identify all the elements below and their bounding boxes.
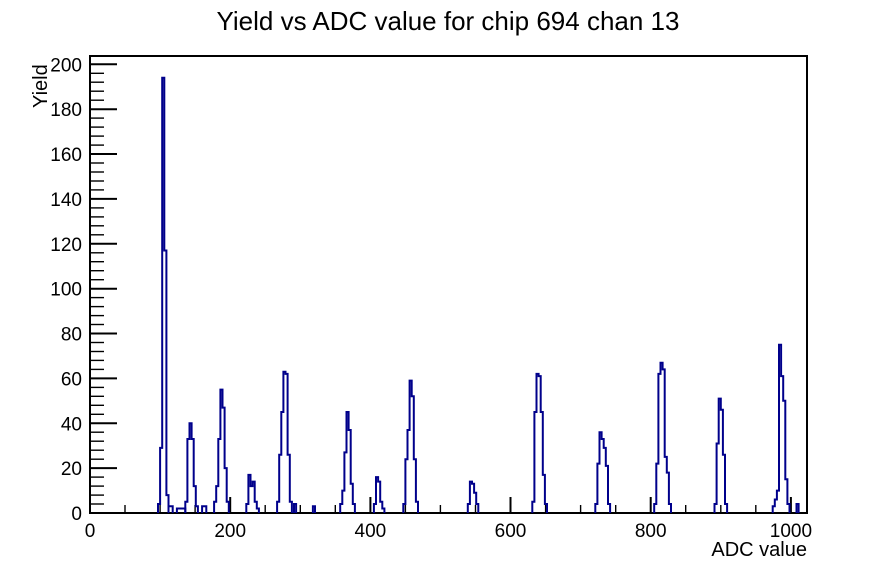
histogram-cluster — [402, 379, 419, 513]
plot-frame — [89, 55, 808, 514]
histogram-cluster — [531, 372, 548, 513]
histogram-cluster — [771, 343, 791, 513]
y-tick-label: 140 — [50, 190, 82, 211]
x-tick-label: 400 — [355, 521, 387, 542]
chart-title: Yield vs ADC value for chip 694 chan 13 — [216, 6, 680, 36]
histogram-cluster — [157, 76, 170, 513]
histogram-cluster — [594, 431, 612, 513]
y-axis-title: Yield — [30, 64, 52, 108]
histogram-cluster — [184, 422, 199, 513]
histogram-cluster — [201, 505, 208, 513]
histogram-cluster — [167, 505, 174, 513]
x-tick-label: 600 — [495, 521, 527, 542]
histogram-cluster — [293, 503, 298, 513]
x-tick-label: 800 — [635, 521, 667, 542]
x-tick-label: 0 — [85, 521, 96, 542]
y-tick-label: 20 — [61, 459, 82, 480]
y-tick-label: 100 — [50, 280, 82, 301]
x-axis-title: ADC value — [711, 539, 807, 561]
y-tick-label: 60 — [61, 369, 82, 390]
histogram-cluster — [245, 473, 260, 513]
x-tick-label: 1000 — [770, 521, 812, 542]
histogram-cluster — [311, 505, 316, 513]
y-tick-label: 120 — [50, 235, 82, 256]
histogram-cluster — [795, 503, 800, 513]
y-tick-label: 180 — [50, 100, 82, 121]
y-tick-label: 160 — [50, 145, 82, 166]
histogram-cluster — [213, 388, 230, 513]
y-tick-label: 40 — [61, 414, 82, 435]
histogram-cluster — [713, 397, 729, 513]
histogram-cluster — [466, 480, 480, 513]
histogram-cluster — [339, 411, 356, 513]
histogram-cluster — [372, 476, 386, 513]
histogram-cluster — [276, 370, 293, 513]
histogram-cluster — [653, 361, 672, 513]
y-tick-label: 0 — [71, 504, 82, 525]
y-tick-label: 200 — [50, 55, 82, 76]
x-tick-label: 200 — [214, 521, 246, 542]
y-tick-label: 80 — [61, 325, 82, 346]
